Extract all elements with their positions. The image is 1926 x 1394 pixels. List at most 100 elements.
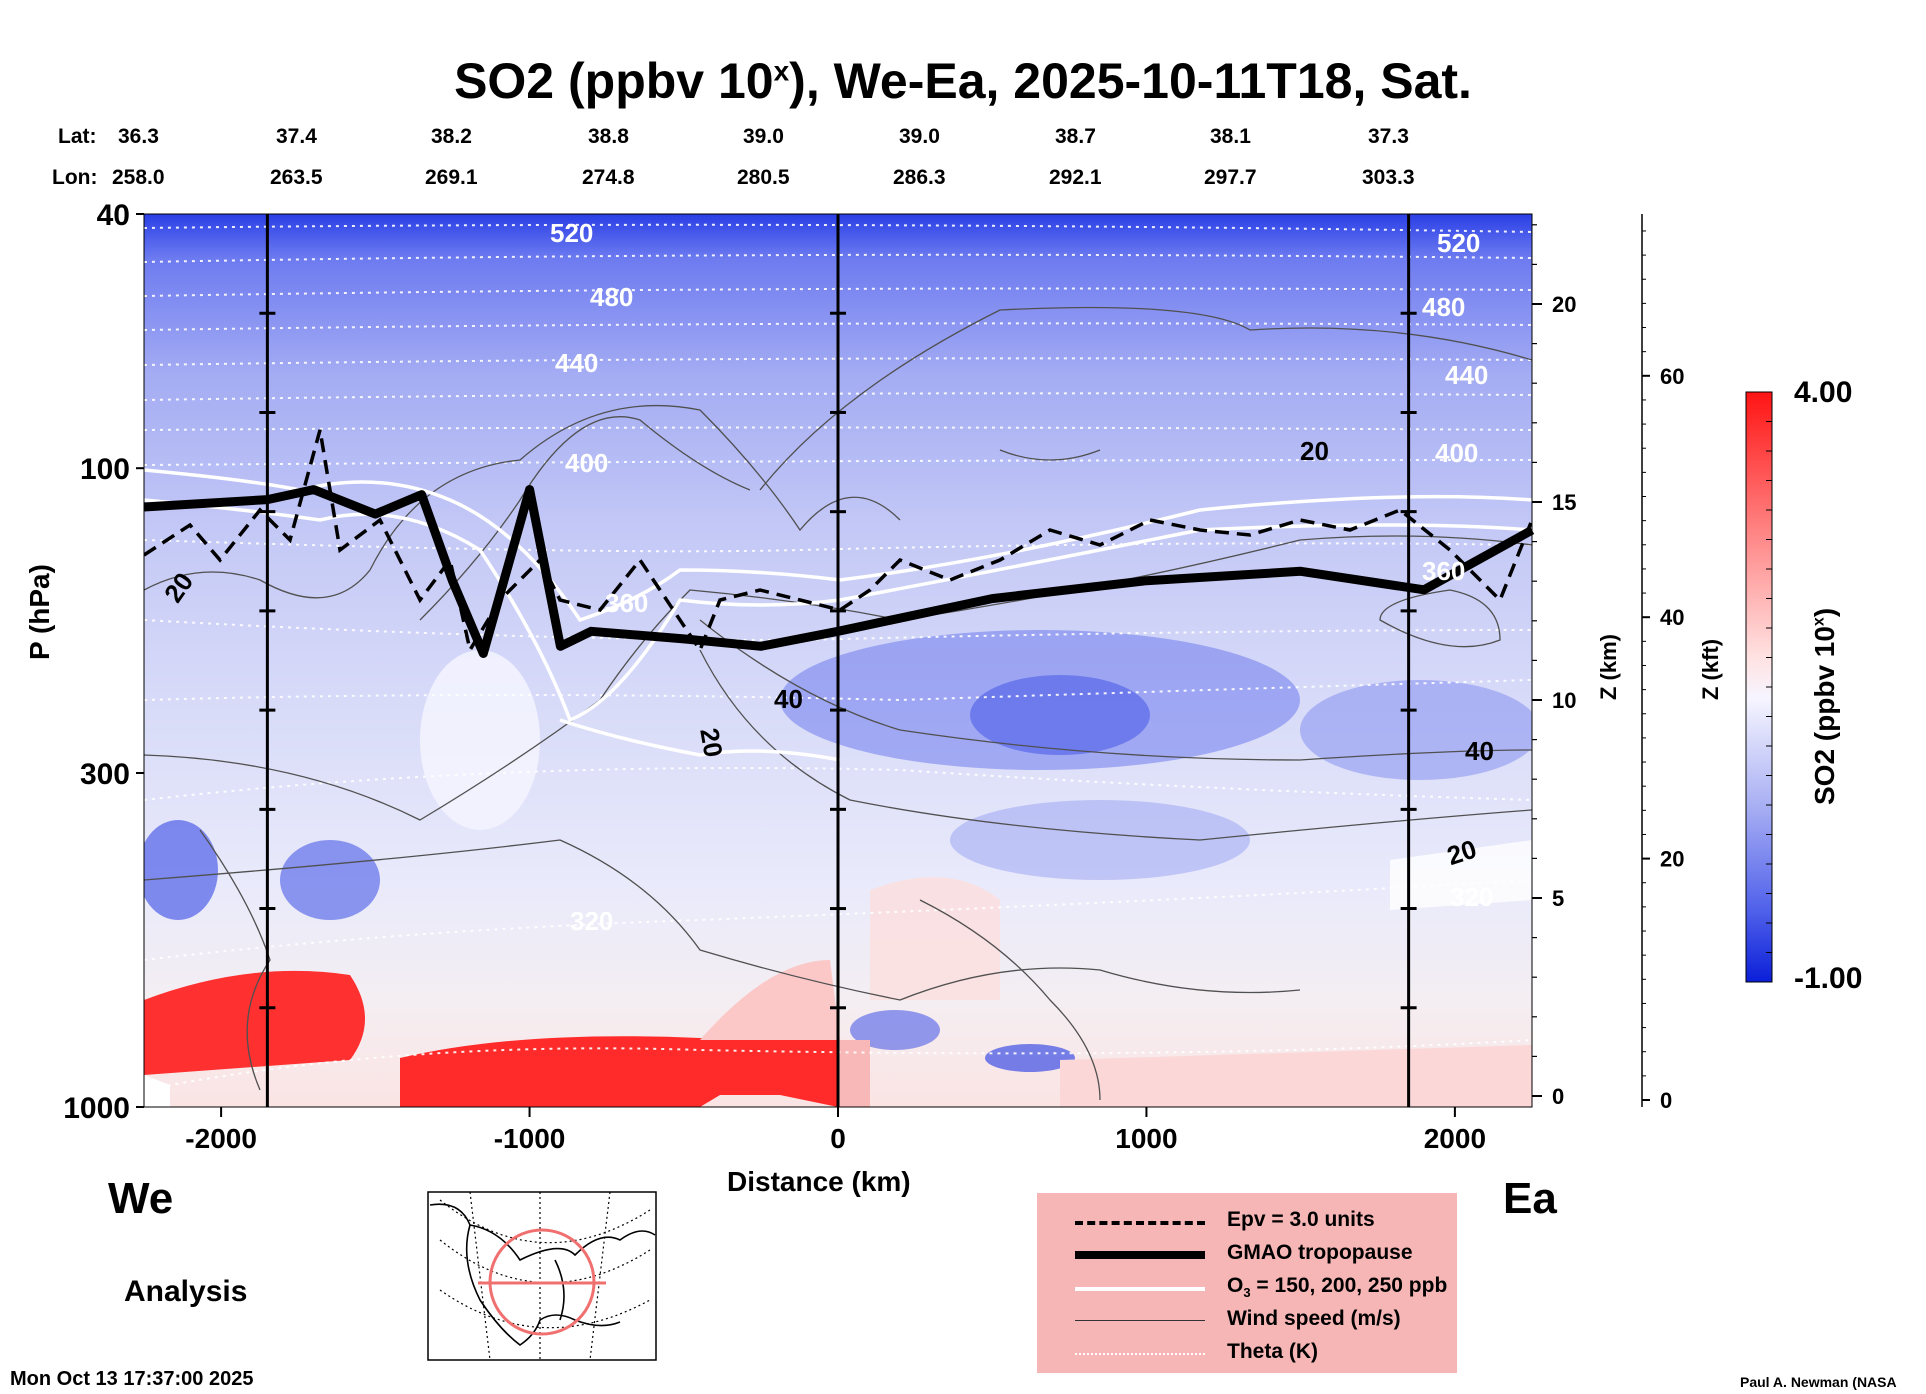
lon-value: 280.5 xyxy=(737,166,790,189)
legend-swatch-thin xyxy=(1075,1320,1205,1321)
field-features xyxy=(144,630,1532,1107)
inset-map xyxy=(427,1191,657,1361)
legend-label: Wind speed (m/s) xyxy=(1227,1307,1401,1330)
lat-value: 38.8 xyxy=(588,125,629,148)
legend-label-o: O xyxy=(1227,1274,1244,1297)
z-km-tick-label: 5 xyxy=(1552,886,1564,911)
y-tick-label: 40 xyxy=(97,199,130,232)
legend-item-ozone: O3 = 150, 200, 250 ppb xyxy=(1037,1271,1457,1303)
lon-value: 303.3 xyxy=(1362,166,1415,189)
z-km-tick-label: 10 xyxy=(1552,688,1576,713)
theta-label: 480 xyxy=(590,282,633,312)
theta-label: 400 xyxy=(565,448,608,478)
colorbar-ticks xyxy=(1766,391,1772,983)
z-kft-label: Z (kft) xyxy=(1698,638,1723,700)
lat-value: 36.3 xyxy=(118,125,159,148)
theta-label: 360 xyxy=(1422,556,1465,586)
x-tick-label: -1000 xyxy=(494,1123,566,1154)
colorbar-title-sup: x xyxy=(1810,617,1828,627)
east-label: Ea xyxy=(1503,1174,1557,1223)
legend-label-rest: = 150, 200, 250 ppb xyxy=(1250,1274,1448,1297)
lon-value: 292.1 xyxy=(1049,166,1102,189)
theta-label: 480 xyxy=(1422,292,1465,322)
x-tick-label: 2000 xyxy=(1424,1123,1486,1154)
z-km-tick-label: 0 xyxy=(1552,1084,1564,1109)
lon-label: Lon: xyxy=(52,166,98,189)
colorbar-min: -1.00 xyxy=(1794,962,1863,995)
title-sup: x xyxy=(773,55,790,87)
z-kft-tick-label: 0 xyxy=(1660,1088,1672,1113)
lat-value: 39.0 xyxy=(743,125,784,148)
x-tick-label: 0 xyxy=(830,1123,846,1154)
y-tick-label: 100 xyxy=(80,453,130,486)
x-axis-label: Distance (km) xyxy=(727,1166,911,1197)
z-km-tick-label: 20 xyxy=(1552,292,1576,317)
wind-label: 20 xyxy=(694,726,729,760)
y-tick-label: 300 xyxy=(80,758,130,791)
z-kft-tick-label: 20 xyxy=(1660,847,1684,872)
analysis-label: Analysis xyxy=(124,1275,248,1308)
theta-label: 320 xyxy=(570,906,613,936)
y-axis-label: P (hPa) xyxy=(24,564,55,660)
epv-line xyxy=(144,429,1532,655)
z-kft-tick-label: 40 xyxy=(1660,605,1684,630)
title-rest: ), We-Ea, 2025-10-11T18, Sat. xyxy=(789,53,1472,109)
vertical-markers xyxy=(259,214,1417,1107)
z-kft-axis: 0 20 40 60 xyxy=(1641,214,1684,1113)
lon-value: 274.8 xyxy=(582,166,635,189)
colorbar-title-main: SO2 (ppbv 10 xyxy=(1809,626,1840,805)
timestamp: Mon Oct 13 17:37:00 2025 xyxy=(10,1368,254,1390)
lon-value: 286.3 xyxy=(893,166,946,189)
legend-item-theta: Theta (K) xyxy=(1037,1337,1457,1369)
theta-label: 320 xyxy=(1450,882,1493,912)
legend-item-epv: Epv = 3.0 units xyxy=(1037,1205,1457,1237)
theta-label: 520 xyxy=(1437,228,1480,258)
legend-label: Epv = 3.0 units xyxy=(1227,1208,1375,1231)
z-kft-tick-label: 60 xyxy=(1660,364,1684,389)
legend-swatch-thick xyxy=(1075,1251,1205,1259)
west-label: We xyxy=(108,1174,174,1223)
theta-label: 440 xyxy=(1445,360,1488,390)
wind-label: 40 xyxy=(774,684,803,714)
lon-value: 258.0 xyxy=(112,166,165,189)
theta-labels: 520 480 440 400 360 320 520 480 440 400 … xyxy=(550,218,1493,936)
lat-value: 39.0 xyxy=(899,125,940,148)
z-km-tick-label: 15 xyxy=(1552,490,1576,515)
theta-label: 520 xyxy=(550,218,593,248)
theta-label: 400 xyxy=(1435,438,1478,468)
legend-swatch-white xyxy=(1075,1287,1205,1291)
lat-value: 38.7 xyxy=(1055,125,1096,148)
lat-label: Lat: xyxy=(58,125,97,148)
title-main: SO2 (ppbv 10 xyxy=(454,53,774,109)
lon-value: 269.1 xyxy=(425,166,478,189)
lat-value: 37.4 xyxy=(276,125,317,148)
colorbar-title: SO2 (ppbv 10x) xyxy=(1809,608,1841,805)
legend-label: GMAO tropopause xyxy=(1227,1241,1413,1264)
credit: Paul A. Newman (NASA xyxy=(1740,1374,1897,1390)
x-tick-label: 1000 xyxy=(1115,1123,1177,1154)
wind-speed-contours xyxy=(144,306,1532,1101)
legend-swatch-dashed xyxy=(1075,1221,1205,1225)
z-km-axis: 0 5 10 15 20 xyxy=(1532,224,1576,1109)
lat-value: 37.3 xyxy=(1368,125,1409,148)
lon-value: 263.5 xyxy=(270,166,323,189)
colorbar-title-end: ) xyxy=(1809,607,1840,618)
z-km-label: Z (km) xyxy=(1596,634,1621,700)
legend: Epv = 3.0 units GMAO tropopause O3 = 150… xyxy=(1037,1193,1457,1373)
colorbar-max: 4.00 xyxy=(1794,376,1853,409)
legend-label-sub: 3 xyxy=(1243,1285,1251,1301)
x-tick-label: -2000 xyxy=(185,1123,257,1154)
legend-label: O3 = 150, 200, 250 ppb xyxy=(1227,1274,1447,1300)
legend-label: Theta (K) xyxy=(1227,1340,1318,1363)
wind-label: 40 xyxy=(1465,736,1494,766)
theta-label: 360 xyxy=(605,588,648,618)
legend-swatch-dotted xyxy=(1075,1353,1205,1355)
lat-value: 38.1 xyxy=(1210,125,1251,148)
y-tick-label: 1000 xyxy=(63,1092,130,1125)
y-axis: 40 100 300 1000 xyxy=(63,199,144,1125)
legend-item-tropopause: GMAO tropopause xyxy=(1037,1238,1457,1270)
tropopause-line xyxy=(143,485,1535,658)
lat-value: 38.2 xyxy=(431,125,472,148)
